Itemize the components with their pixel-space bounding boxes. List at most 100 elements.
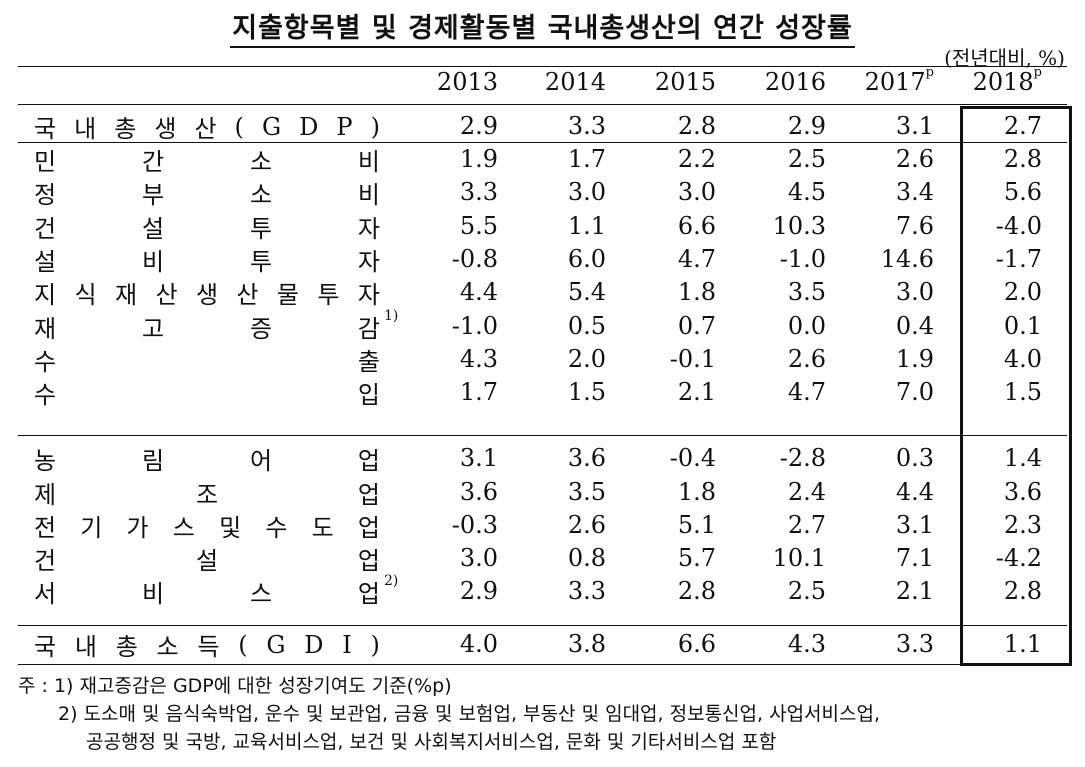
- cell-2017: 7.6: [895, 212, 934, 240]
- cell-2017: 3.1: [895, 112, 934, 140]
- column-header-2017: 2017p: [864, 65, 934, 96]
- cell-2014: 1.1: [567, 212, 606, 240]
- cell-2017: 3.4: [895, 178, 934, 206]
- cell-2016: 2.9: [787, 112, 826, 140]
- table-row: 수 입 1.7 1.5 2.1 4.7 7.0 1.5: [0, 376, 1085, 409]
- cell-2013: 4.0: [459, 630, 498, 658]
- cell-2013: -1.0: [451, 312, 498, 340]
- cell-2017: 1.9: [895, 345, 934, 373]
- cell-2015: 5.1: [677, 511, 716, 539]
- table-row: 수 출 4.3 2.0 -0.1 2.6 1.9 4.0: [0, 343, 1085, 376]
- cell-2014: 3.8: [567, 630, 606, 658]
- cell-2015: 5.7: [677, 544, 716, 572]
- cell-2013: 3.1: [459, 444, 498, 472]
- footnote-1: 주 : 1) 재고증감은 GDP에 대한 성장기여도 기준(%p): [18, 675, 452, 697]
- column-header-2015: 2015: [654, 68, 716, 96]
- cell-2017: 7.0: [895, 378, 934, 406]
- gdi-rule: [18, 625, 1067, 626]
- cell-2018: -4.0: [995, 212, 1042, 240]
- table-row: 민 간 소 비 1.9 1.7 2.2 2.5 2.6 2.8: [0, 143, 1085, 176]
- cell-2015: 2.8: [677, 112, 716, 140]
- cell-2014: 3.6: [567, 444, 606, 472]
- cell-2018: 1.4: [1003, 444, 1042, 472]
- cell-2015: 4.7: [677, 245, 716, 273]
- table-row: 설 비 투 자 -0.8 6.0 4.7 -1.0 14.6 -1.7: [0, 243, 1085, 276]
- cell-2014: 3.0: [567, 178, 606, 206]
- cell-2013: 4.3: [459, 345, 498, 373]
- cell-2018: 0.1: [1003, 312, 1042, 340]
- cell-2013: 2.9: [459, 112, 498, 140]
- table-title: 지출항목별 및 경제활동별 국내총생산의 연간 성장률: [0, 6, 1085, 48]
- cell-2014: 1.7: [567, 145, 606, 173]
- table-row: 국 내 총 소 득(G D I) 4.0 3.8 6.6 4.3 3.3 1.1: [0, 628, 1085, 661]
- cell-2015: -0.4: [669, 444, 716, 472]
- cell-2013: 1.9: [459, 145, 498, 173]
- table-bottom-rule: [18, 664, 1067, 665]
- cell-2014: 5.4: [567, 278, 606, 306]
- cell-2014: 3.3: [567, 577, 606, 605]
- cell-2016: 4.3: [787, 630, 826, 658]
- section-rule: [18, 435, 1067, 436]
- cell-2013: 3.0: [459, 544, 498, 572]
- cell-2016: 4.7: [787, 378, 826, 406]
- row-label: 국 내 총 소 득(G D I): [34, 630, 380, 662]
- cell-2017: 7.1: [895, 544, 934, 572]
- cell-2016: 2.4: [787, 478, 826, 506]
- cell-2014: 6.0: [567, 245, 606, 273]
- cell-2017: 0.3: [895, 444, 934, 472]
- cell-2013: 2.9: [459, 577, 498, 605]
- cell-2018: -1.7: [995, 245, 1042, 273]
- cell-2016: 0.0: [787, 312, 826, 340]
- cell-2015: 1.8: [677, 478, 716, 506]
- cell-2017: 3.1: [895, 511, 934, 539]
- table-row: 제 조 업 3.6 3.5 1.8 2.4 4.4 3.6: [0, 476, 1085, 509]
- cell-2013: 5.5: [459, 212, 498, 240]
- cell-2018: 2.0: [1003, 278, 1042, 306]
- cell-2015: 6.6: [677, 630, 716, 658]
- cell-2016: 10.1: [772, 544, 826, 572]
- header-top-rule: [18, 66, 1067, 67]
- cell-2014: 2.0: [567, 345, 606, 373]
- cell-2018: 3.6: [1003, 478, 1042, 506]
- cell-2017: 3.3: [895, 630, 934, 658]
- table-row: 농 림 어 업 3.1 3.6 -0.4 -2.8 0.3 1.4: [0, 442, 1085, 475]
- cell-2015: 2.2: [677, 145, 716, 173]
- cell-2014: 1.5: [567, 378, 606, 406]
- cell-2014: 0.5: [567, 312, 606, 340]
- cell-2017: 2.6: [895, 145, 934, 173]
- cell-2016: 2.5: [787, 577, 826, 605]
- cell-2016: 2.7: [787, 511, 826, 539]
- cell-2018: 2.8: [1003, 145, 1042, 173]
- cell-2014: 0.8: [567, 544, 606, 572]
- table-row: 지 식 재 산 생 산 물 투 자 4.4 5.4 1.8 3.5 3.0 2.0: [0, 276, 1085, 309]
- cell-2014: 3.3: [567, 112, 606, 140]
- column-header-2018: 2018p: [972, 65, 1042, 96]
- cell-2015: 2.8: [677, 577, 716, 605]
- cell-2014: 3.5: [567, 478, 606, 506]
- cell-2013: -0.3: [451, 511, 498, 539]
- cell-2013: 3.6: [459, 478, 498, 506]
- cell-2016: 4.5: [787, 178, 826, 206]
- cell-2017: 4.4: [895, 478, 934, 506]
- row-footnote-marker: 2): [384, 573, 399, 589]
- cell-2013: 1.7: [459, 378, 498, 406]
- table-row: 전 기 가 스 및 수 도 업 -0.3 2.6 5.1 2.7 3.1 2.3: [0, 509, 1085, 542]
- cell-2015: 1.8: [677, 278, 716, 306]
- footnotes: 주 : 1) 재고증감은 GDP에 대한 성장기여도 기준(%p) 2) 도소매…: [18, 672, 880, 756]
- cell-2017: 14.6: [880, 245, 934, 273]
- cell-2018: 5.6: [1003, 178, 1042, 206]
- table-row: 건 설 투 자 5.5 1.1 6.6 10.3 7.6 -4.0: [0, 210, 1085, 243]
- cell-2017: 2.1: [895, 577, 934, 605]
- column-header-2014: 2014: [544, 68, 606, 96]
- cell-2018: 1.5: [1003, 378, 1042, 406]
